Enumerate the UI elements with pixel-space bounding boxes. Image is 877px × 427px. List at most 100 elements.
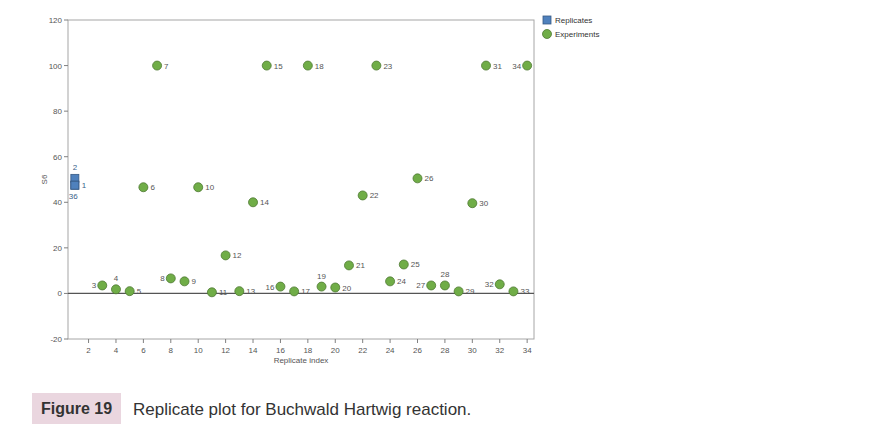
point [153, 61, 162, 70]
y-tick [64, 247, 68, 248]
point [166, 274, 175, 283]
y-tick-label: 80 [53, 107, 62, 116]
x-tick-label: 22 [358, 346, 367, 355]
x-tick [88, 339, 89, 343]
chart: -200204060801001202468101214161820222426… [0, 0, 877, 427]
x-tick [115, 339, 116, 343]
y-tick [64, 156, 68, 157]
point [317, 282, 326, 291]
y-axis-title: S6 [40, 174, 49, 184]
point [344, 261, 353, 270]
point [440, 281, 449, 290]
point-label: 28 [440, 270, 449, 279]
point [303, 61, 312, 70]
point-label: 12 [233, 251, 242, 260]
point [71, 181, 79, 189]
x-tick-label: 10 [194, 346, 203, 355]
x-tick [417, 339, 418, 343]
x-tick [444, 339, 445, 343]
point-label: 5 [137, 287, 142, 296]
point [125, 287, 134, 296]
caption-text: Replicate plot for Buchwald Hartwig reac… [133, 400, 471, 419]
point-label: 30 [479, 199, 488, 208]
point-label: 16 [266, 283, 275, 292]
x-tick [280, 339, 281, 343]
point-label: 9 [192, 277, 197, 286]
point-label: 25 [411, 260, 420, 269]
point [372, 61, 381, 70]
legend-label: Experiments [555, 30, 599, 39]
point-label: 1 [82, 181, 87, 190]
point-label: 31 [493, 62, 502, 71]
point [290, 287, 299, 296]
point [207, 288, 216, 297]
point-labels: 2136345678910111213141516171819202122232… [69, 62, 530, 298]
x-tick-label: 34 [523, 346, 532, 355]
point [331, 283, 340, 292]
x-axis-title: Replicate index [274, 356, 329, 365]
point-label: 22 [370, 191, 379, 200]
point [454, 287, 463, 296]
x-tick [170, 339, 171, 343]
point-label: 17 [301, 287, 310, 296]
x-tick [335, 339, 336, 343]
x-tick [472, 339, 473, 343]
x-tick-label: 32 [495, 346, 504, 355]
point [249, 198, 258, 207]
point-label: 21 [356, 261, 365, 270]
legend-label: Replicates [555, 16, 592, 25]
point [413, 174, 422, 183]
x-tick [390, 339, 391, 343]
point [358, 191, 367, 200]
point [71, 181, 79, 189]
x-tick [253, 339, 254, 343]
caption-label-box [32, 393, 121, 424]
x-tick-label: 30 [468, 346, 477, 355]
point [194, 183, 203, 192]
point [276, 282, 285, 291]
y-tick [64, 20, 68, 21]
plot-frame [68, 20, 534, 339]
point [98, 281, 107, 290]
point [180, 277, 189, 286]
point [139, 183, 148, 192]
point-label: 10 [205, 183, 214, 192]
point-label: 26 [425, 174, 434, 183]
legend: Replicates Experiments [543, 16, 600, 39]
x-tick-label: 24 [386, 346, 395, 355]
point-label: 29 [466, 287, 475, 296]
y-tick [64, 65, 68, 66]
y-tick-label: -20 [50, 335, 62, 344]
point-label: 36 [69, 192, 78, 201]
x-tick-label: 16 [276, 346, 285, 355]
legend-swatch [543, 30, 552, 39]
point-label: 7 [164, 62, 169, 71]
point [399, 260, 408, 269]
y-tick-label: 0 [58, 289, 63, 298]
legend-swatch [543, 16, 551, 24]
point-label: 11 [219, 288, 228, 297]
point-label: 3 [92, 281, 97, 290]
x-tick [198, 339, 199, 343]
y-tick-label: 60 [53, 153, 62, 162]
y-tick-label: 20 [53, 244, 62, 253]
x-tick-label: 12 [221, 346, 230, 355]
point-label: 20 [342, 284, 351, 293]
y-tick [64, 111, 68, 112]
point-label: 32 [485, 280, 494, 289]
x-tick-label: 20 [331, 346, 340, 355]
point-label: 33 [520, 287, 529, 296]
point [386, 277, 395, 286]
x-tick [143, 339, 144, 343]
point [482, 61, 491, 70]
y-tick-label: 40 [53, 198, 62, 207]
point-label: 2 [73, 163, 78, 172]
x-tick-label: 8 [169, 346, 174, 355]
point [468, 199, 477, 208]
point-label: 8 [160, 274, 165, 283]
point [235, 287, 244, 296]
point-label: 23 [383, 62, 392, 71]
point-label: 6 [150, 183, 155, 192]
point-label: 13 [246, 287, 255, 296]
point [262, 61, 271, 70]
